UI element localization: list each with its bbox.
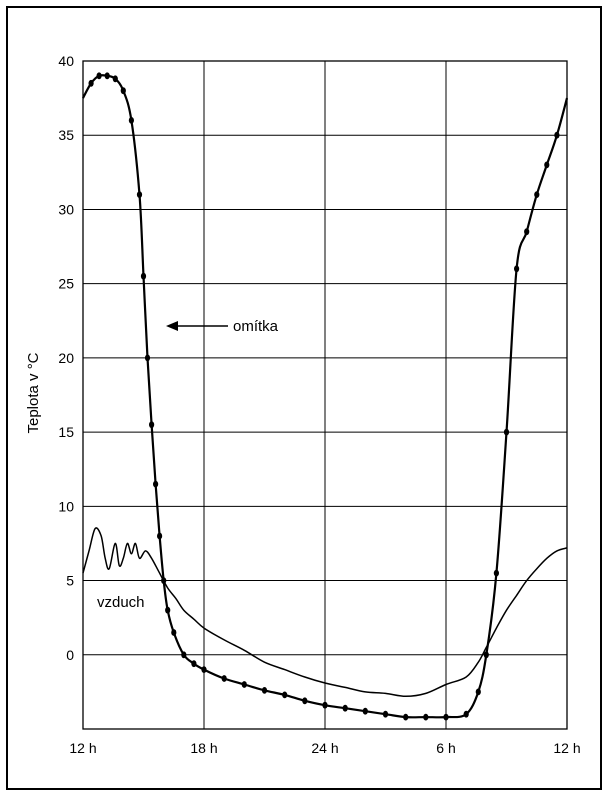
series-point-omitka [514,265,520,273]
series-point-omitka [149,421,155,429]
series-point-omitka [136,191,143,199]
series-point-omitka [221,675,227,682]
series-point-omitka [475,688,481,696]
series-point-omitka [362,707,368,715]
x-tick-label: 12 h [553,740,580,756]
series-point-omitka [181,651,187,659]
annotation-omitka: omítka [233,318,279,335]
x-tick-label: 18 h [190,740,217,756]
series-point-omitka [423,713,429,721]
series-point-omitka [171,629,177,636]
series-point-omitka [534,191,540,199]
annotations: omítka vzduch [97,318,279,611]
series-point-omitka [128,117,134,124]
y-tick-label: 40 [58,53,74,69]
series-point-omitka [120,87,126,95]
series-point-omitka [261,687,268,694]
series-point-omitka [382,710,389,718]
y-axis-label: Teplota v °C [25,352,42,433]
series-point-omitka [544,161,550,169]
series-point-omitka [463,710,469,718]
series-point-omitka [322,701,328,709]
y-tick-label: 20 [58,350,74,366]
y-tick-label: 35 [58,127,74,143]
series-point-omitka [201,666,207,673]
annotation-vzduch: vzduch [97,594,145,611]
x-tick-label: 12 h [69,740,96,756]
series-point-omitka [302,697,308,705]
series-point-omitka [524,228,530,236]
grid [82,60,568,730]
series-point-omitka [443,713,449,721]
series-point-omitka [112,75,118,83]
chart-frame [6,6,602,790]
y-tick-label: 5 [66,573,74,589]
y-tick-label: 0 [66,647,74,663]
series-point-omitka [157,532,163,540]
y-tick-label: 15 [58,424,74,440]
y-tick-label: 30 [58,201,74,217]
series-point-omitka [554,131,560,139]
series-point-omitka [88,79,94,87]
series-point-omitka [165,606,171,614]
series-layer [82,72,569,721]
y-tick-label: 25 [58,276,74,292]
x-tick-label: 6 h [436,740,455,756]
series-point-omitka [144,354,151,362]
tick-labels: 0 5 10 15 20 25 30 35 40 12 h 18 h 24 h 6 h 12 h [58,53,580,756]
series-line-vzduch [82,527,568,698]
series-point-omitka [191,660,197,668]
series-point-omitka [483,651,489,659]
series-point-omitka [403,713,409,721]
y-tick-label: 10 [58,498,74,514]
series-point-omitka [241,681,247,688]
series-point-omitka [342,704,348,712]
series-point-omitka [503,428,510,436]
series-point-omitka [96,72,102,80]
series-point-omitka [282,691,288,699]
series-point-omitka [493,569,499,577]
series-point-omitka [140,272,147,280]
series-point-omitka [153,480,159,488]
x-tick-label: 24 h [311,740,338,756]
series-point-omitka [104,72,110,80]
omitka-arrow-head [166,321,178,331]
